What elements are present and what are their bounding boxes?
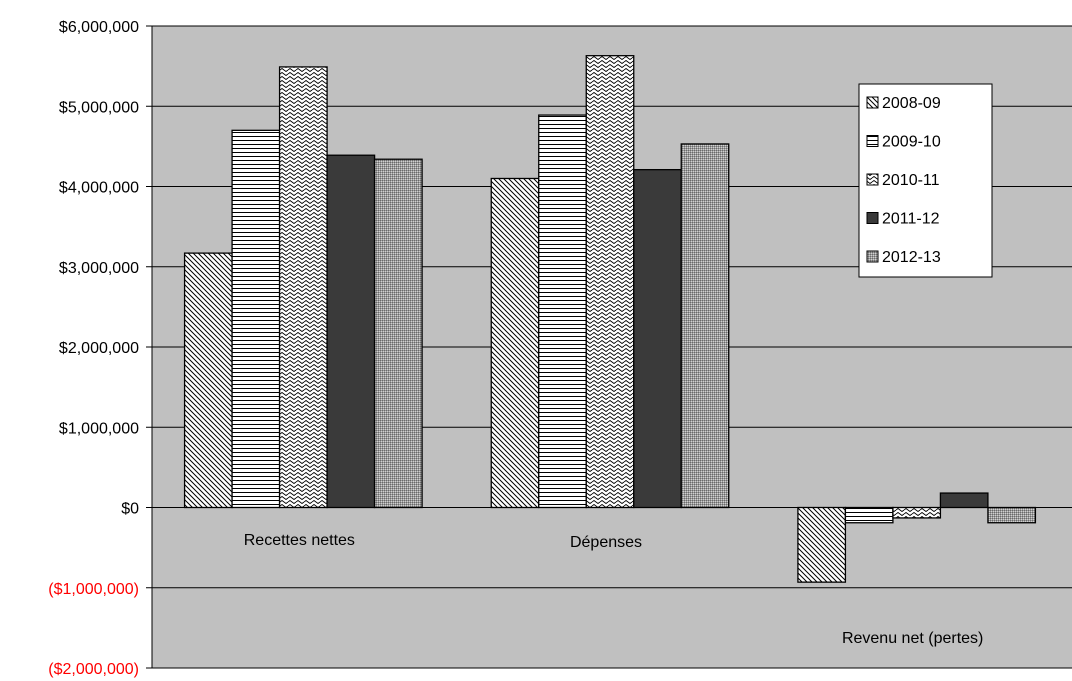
bar-2011-12-0 <box>326 154 376 509</box>
legend-label: 2011-12 <box>882 211 940 228</box>
category-labels: Recettes nettes Dépenses Revenu net (perte… <box>244 532 984 647</box>
y-tick-label: $6,000,000 <box>59 19 139 36</box>
y-tick-label: $1,000,000 <box>59 420 139 437</box>
bar-2008-09-0 <box>183 252 233 509</box>
bar-2010-11-0 <box>278 66 328 509</box>
y-tick-label: ($1,000,000) <box>48 581 139 598</box>
bar-2009-10-1 <box>538 114 587 509</box>
legend: 2008-09 2009-10 2010-11 2011-12 2012-13 <box>858 83 993 278</box>
y-tick-label: ($2,000,000) <box>48 661 139 678</box>
legend-label: 2008-09 <box>882 95 941 112</box>
bar-2012-13-2 <box>987 506 1037 524</box>
legend-label: 2012-13 <box>882 249 941 266</box>
category-label: Dépenses <box>570 534 642 551</box>
y-tick-label: $0 <box>121 501 139 518</box>
bar-2008-09-2 <box>797 506 847 583</box>
legend-swatch-2010-11 <box>866 173 879 186</box>
bar-2012-13-0 <box>373 158 423 509</box>
legend-box <box>858 83 993 278</box>
category-label: Recettes nettes <box>244 532 355 549</box>
y-tick-label: $2,000,000 <box>59 340 139 357</box>
bar-2009-10-2 <box>844 506 894 524</box>
legend-swatch-2009-10 <box>866 135 879 147</box>
legend-swatch-2012-13 <box>866 250 879 263</box>
bar-2011-12-2 <box>939 492 989 509</box>
y-tick-label: $4,000,000 <box>59 180 139 197</box>
bar-2010-11-1 <box>585 55 635 509</box>
bar-2009-10-0 <box>231 129 281 509</box>
legend-label: 2009-10 <box>882 134 941 151</box>
y-tick-label: $5,000,000 <box>59 99 139 116</box>
y-axis-ticks: $6,000,000 $5,000,000 $4,000,000 $3,000,000… <box>48 19 152 678</box>
y-tick-label: $3,000,000 <box>59 260 139 277</box>
bar-2012-13-1 <box>680 143 730 509</box>
category-label: Revenu net (pertes) <box>842 630 983 647</box>
legend-swatch-2011-12 <box>866 212 879 224</box>
legend-label: 2010-11 <box>882 172 940 189</box>
bar-2008-09-1 <box>490 177 540 509</box>
bar-2010-11-2 <box>892 506 942 519</box>
legend-swatch-2008-09 <box>866 96 879 109</box>
bars <box>183 55 1037 583</box>
bar-2011-12-1 <box>633 168 682 509</box>
